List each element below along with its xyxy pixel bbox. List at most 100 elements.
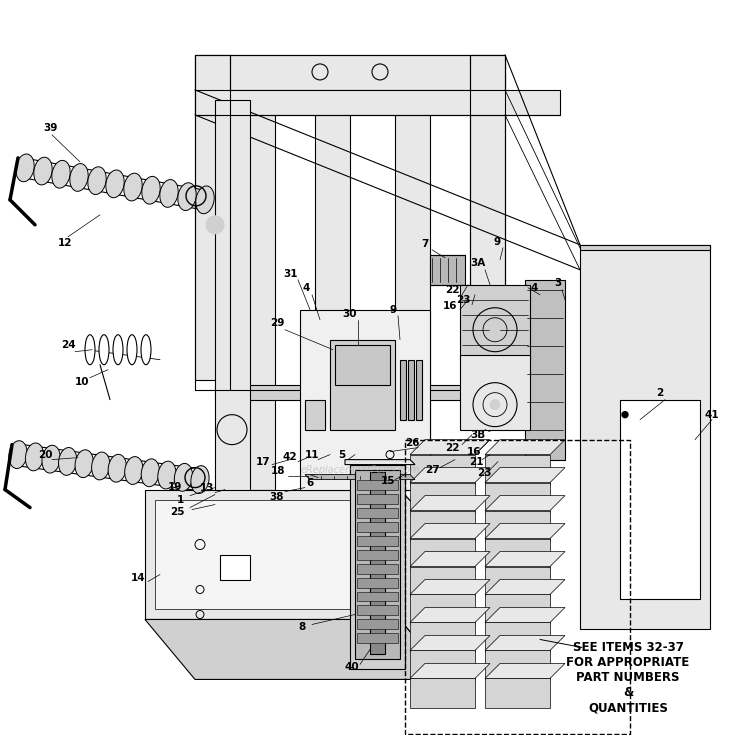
Text: 22: 22 (445, 442, 459, 453)
Ellipse shape (191, 466, 209, 494)
Polygon shape (410, 567, 475, 596)
Text: 5: 5 (338, 450, 346, 459)
Polygon shape (410, 623, 475, 652)
Polygon shape (195, 90, 560, 115)
Polygon shape (357, 606, 398, 615)
Text: 1: 1 (176, 495, 184, 505)
Ellipse shape (141, 459, 160, 486)
Text: 23: 23 (477, 467, 491, 478)
Polygon shape (357, 494, 398, 503)
Polygon shape (485, 539, 550, 568)
Polygon shape (305, 475, 415, 480)
Text: 41: 41 (705, 410, 719, 420)
Polygon shape (485, 651, 550, 680)
Ellipse shape (75, 450, 93, 478)
Ellipse shape (108, 454, 127, 482)
Text: 6: 6 (306, 478, 314, 487)
Polygon shape (305, 400, 325, 430)
Polygon shape (300, 310, 430, 489)
Ellipse shape (160, 180, 178, 208)
Polygon shape (345, 459, 415, 464)
Polygon shape (580, 245, 710, 250)
Text: 17: 17 (256, 456, 270, 467)
Text: 21: 21 (469, 456, 483, 467)
Polygon shape (410, 483, 475, 512)
Text: 27: 27 (424, 464, 439, 475)
Text: 16: 16 (466, 447, 482, 456)
Text: 9: 9 (494, 237, 500, 247)
Circle shape (622, 411, 628, 417)
Polygon shape (460, 285, 530, 360)
Polygon shape (357, 620, 398, 629)
Text: 22: 22 (445, 285, 459, 294)
Ellipse shape (124, 456, 143, 484)
Polygon shape (195, 55, 505, 90)
Text: 15: 15 (381, 475, 395, 486)
Polygon shape (485, 595, 550, 624)
Polygon shape (485, 511, 550, 540)
Ellipse shape (141, 335, 151, 365)
Polygon shape (145, 620, 450, 679)
Polygon shape (416, 360, 422, 420)
Polygon shape (620, 400, 700, 600)
Polygon shape (485, 579, 565, 595)
Polygon shape (410, 467, 490, 483)
Ellipse shape (88, 167, 106, 194)
Text: 29: 29 (270, 318, 284, 328)
Text: 3A: 3A (470, 258, 486, 268)
Polygon shape (410, 551, 490, 567)
Polygon shape (485, 567, 550, 596)
Text: 39: 39 (43, 123, 57, 133)
Ellipse shape (16, 154, 34, 182)
Ellipse shape (92, 452, 110, 480)
Text: 3: 3 (554, 277, 562, 288)
Text: 24: 24 (61, 340, 75, 350)
Ellipse shape (196, 186, 214, 213)
Text: 8: 8 (298, 623, 306, 632)
Polygon shape (410, 523, 490, 539)
Text: eReplacementParts.com: eReplacementParts.com (300, 464, 420, 475)
Polygon shape (370, 472, 385, 654)
Polygon shape (315, 100, 350, 489)
Text: 7: 7 (422, 238, 429, 249)
Polygon shape (485, 523, 565, 539)
Polygon shape (485, 607, 565, 623)
Ellipse shape (85, 335, 95, 365)
Polygon shape (485, 623, 550, 652)
Ellipse shape (9, 441, 27, 469)
Polygon shape (525, 280, 565, 459)
Ellipse shape (124, 173, 142, 201)
Text: 16: 16 (442, 301, 458, 311)
Text: 3B: 3B (470, 430, 486, 439)
Polygon shape (145, 489, 400, 620)
Polygon shape (485, 483, 550, 512)
Polygon shape (357, 536, 398, 545)
Polygon shape (410, 439, 490, 455)
Polygon shape (357, 592, 398, 601)
Polygon shape (240, 100, 275, 489)
Polygon shape (215, 100, 250, 509)
Polygon shape (485, 551, 565, 567)
Polygon shape (410, 511, 475, 540)
Text: 30: 30 (343, 308, 357, 319)
Text: 10: 10 (75, 377, 89, 386)
Text: 38: 38 (270, 492, 284, 501)
Ellipse shape (113, 335, 123, 365)
Polygon shape (410, 607, 490, 623)
Ellipse shape (174, 464, 193, 491)
Polygon shape (357, 480, 398, 489)
Polygon shape (355, 470, 400, 659)
Text: 4: 4 (302, 283, 310, 293)
Ellipse shape (26, 443, 44, 471)
Polygon shape (410, 595, 475, 624)
Polygon shape (410, 579, 490, 595)
Polygon shape (408, 360, 414, 420)
Polygon shape (215, 385, 470, 400)
Polygon shape (410, 455, 475, 484)
Polygon shape (195, 55, 230, 380)
Text: 25: 25 (170, 506, 184, 517)
Polygon shape (350, 464, 405, 670)
Text: 19: 19 (168, 481, 182, 492)
Polygon shape (335, 344, 390, 385)
Polygon shape (485, 495, 565, 511)
